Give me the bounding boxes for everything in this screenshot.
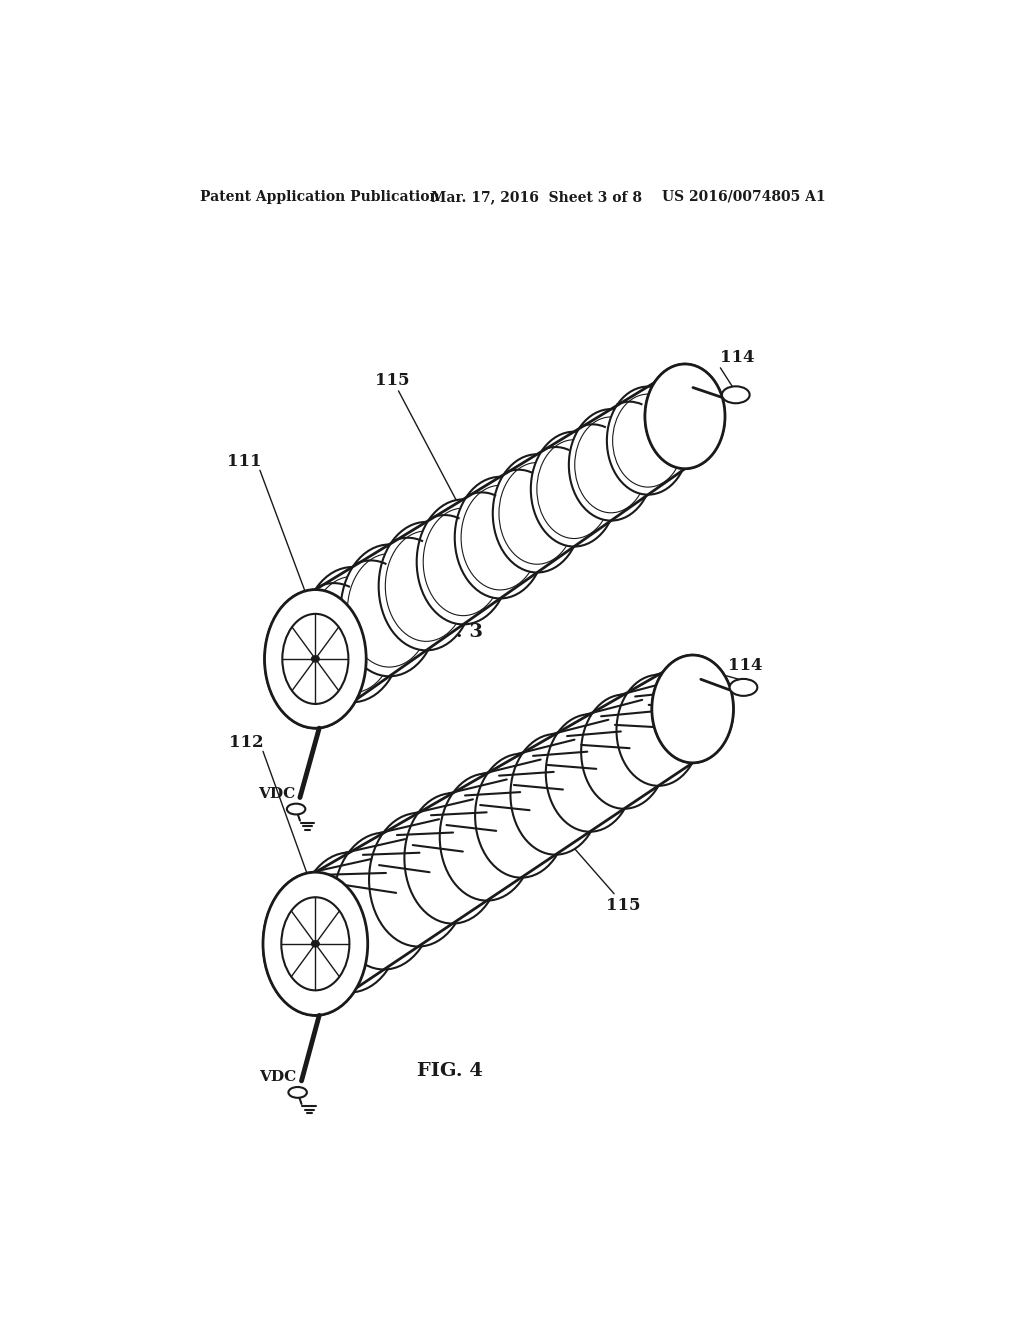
Text: FIG. 3: FIG. 3 bbox=[417, 623, 483, 642]
Ellipse shape bbox=[582, 694, 667, 809]
Ellipse shape bbox=[282, 898, 349, 990]
Ellipse shape bbox=[302, 568, 402, 702]
Ellipse shape bbox=[264, 590, 367, 729]
Ellipse shape bbox=[530, 432, 617, 546]
Ellipse shape bbox=[334, 833, 434, 969]
Text: 115: 115 bbox=[606, 896, 641, 913]
Ellipse shape bbox=[607, 387, 689, 495]
Ellipse shape bbox=[263, 873, 368, 1015]
Ellipse shape bbox=[404, 793, 501, 924]
Text: Patent Application Publication: Patent Application Publication bbox=[200, 190, 439, 203]
Ellipse shape bbox=[475, 754, 567, 878]
Ellipse shape bbox=[263, 873, 368, 1015]
Ellipse shape bbox=[379, 521, 474, 651]
Ellipse shape bbox=[616, 675, 700, 785]
Ellipse shape bbox=[652, 655, 733, 763]
Ellipse shape bbox=[455, 477, 546, 598]
Text: 114: 114 bbox=[728, 656, 762, 673]
Ellipse shape bbox=[283, 614, 348, 704]
Text: 115: 115 bbox=[375, 372, 410, 388]
Ellipse shape bbox=[417, 499, 510, 624]
Text: 112: 112 bbox=[228, 734, 263, 751]
Text: 114: 114 bbox=[720, 348, 755, 366]
Ellipse shape bbox=[569, 409, 653, 520]
Ellipse shape bbox=[264, 590, 367, 729]
Ellipse shape bbox=[645, 364, 725, 469]
Text: Mar. 17, 2016  Sheet 3 of 8: Mar. 17, 2016 Sheet 3 of 8 bbox=[431, 190, 642, 203]
Ellipse shape bbox=[289, 1088, 307, 1098]
Ellipse shape bbox=[645, 364, 725, 469]
Text: VDC: VDC bbox=[258, 787, 295, 801]
Text: FIG. 4: FIG. 4 bbox=[417, 1061, 483, 1080]
Ellipse shape bbox=[287, 804, 305, 814]
Ellipse shape bbox=[439, 774, 534, 900]
Text: 111: 111 bbox=[227, 453, 262, 470]
Ellipse shape bbox=[311, 941, 319, 946]
Ellipse shape bbox=[311, 656, 319, 663]
Text: VDC: VDC bbox=[259, 1071, 296, 1084]
Ellipse shape bbox=[298, 853, 401, 993]
Ellipse shape bbox=[369, 813, 468, 946]
Text: US 2016/0074805 A1: US 2016/0074805 A1 bbox=[662, 190, 825, 203]
Ellipse shape bbox=[546, 714, 634, 832]
Ellipse shape bbox=[652, 655, 733, 763]
Ellipse shape bbox=[510, 734, 600, 854]
Ellipse shape bbox=[722, 387, 750, 404]
Ellipse shape bbox=[730, 678, 758, 696]
Ellipse shape bbox=[493, 454, 582, 573]
Ellipse shape bbox=[341, 544, 438, 676]
